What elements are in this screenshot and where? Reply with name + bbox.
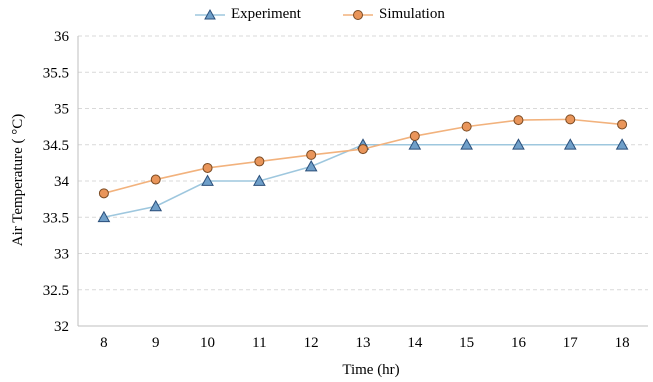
data-point-simulation (202, 162, 213, 173)
legend-item-experiment: Experiment (195, 6, 301, 23)
data-point-experiment (563, 138, 577, 150)
legend-label-simulation: Simulation (378, 6, 445, 22)
y-tick-label: 33.5 (43, 210, 69, 226)
x-tick-label: 15 (459, 335, 474, 351)
y-tick-label: 35.5 (43, 65, 69, 81)
x-tick-label: 12 (304, 335, 319, 351)
data-point-simulation (565, 114, 576, 125)
series-line-simulation (103, 118, 623, 195)
y-axis-title: Air Temperature ( °C) (10, 114, 26, 247)
data-point-experiment (201, 174, 214, 186)
data-point-simulation (306, 149, 317, 160)
data-point-simulation (461, 121, 472, 132)
data-point-experiment (253, 174, 266, 186)
series-line-experiment (103, 143, 623, 219)
x-tick-label: 9 (152, 335, 160, 351)
x-tick-label: 14 (407, 335, 423, 351)
y-tick-label: 34.5 (43, 138, 69, 154)
data-point-experiment (149, 199, 163, 212)
y-tick-label: 33 (54, 247, 69, 263)
legend-swatch-simulation (342, 9, 373, 20)
data-point-experiment (512, 138, 525, 150)
data-point-experiment (304, 159, 318, 172)
legend: Experiment Simulation (195, 6, 445, 23)
data-point-experiment (615, 138, 629, 150)
y-tick-label: 36 (54, 29, 70, 45)
data-point-simulation (150, 174, 161, 185)
data-point-simulation (254, 156, 265, 167)
x-tick-label: 17 (563, 335, 579, 351)
y-tick-label: 34 (54, 174, 70, 190)
data-point-simulation (409, 131, 420, 142)
x-tick-label: 18 (615, 335, 630, 351)
x-tick-label: 8 (100, 335, 108, 351)
x-tick-label: 10 (200, 335, 215, 351)
data-point-simulation (358, 144, 368, 155)
x-tick-label: 16 (511, 335, 527, 351)
legend-swatch-experiment (195, 8, 225, 19)
x-tick-label: 11 (252, 335, 266, 351)
x-tick-label: 13 (356, 335, 371, 351)
y-tick-label: 35 (54, 102, 69, 118)
data-point-simulation (98, 188, 109, 199)
data-point-simulation (513, 115, 524, 126)
data-point-experiment (408, 138, 422, 150)
x-axis-title: Time (hr) (342, 362, 399, 378)
grid-lines (78, 35, 648, 291)
data-point-experiment (97, 210, 111, 223)
y-tick-label: 32.5 (43, 283, 69, 299)
y-tick-label: 32 (54, 319, 69, 335)
tick-labels: 32 32.5 33 33.5 34 34.5 35 35.5 36 8 9 10 11 12 13 14 15… (43, 29, 630, 351)
series-layer (97, 114, 629, 223)
legend-label-experiment: Experiment (231, 6, 301, 22)
data-point-experiment (460, 138, 473, 150)
legend-item-simulation: Simulation (342, 6, 445, 23)
data-point-simulation (617, 119, 628, 130)
axes (77, 36, 648, 327)
